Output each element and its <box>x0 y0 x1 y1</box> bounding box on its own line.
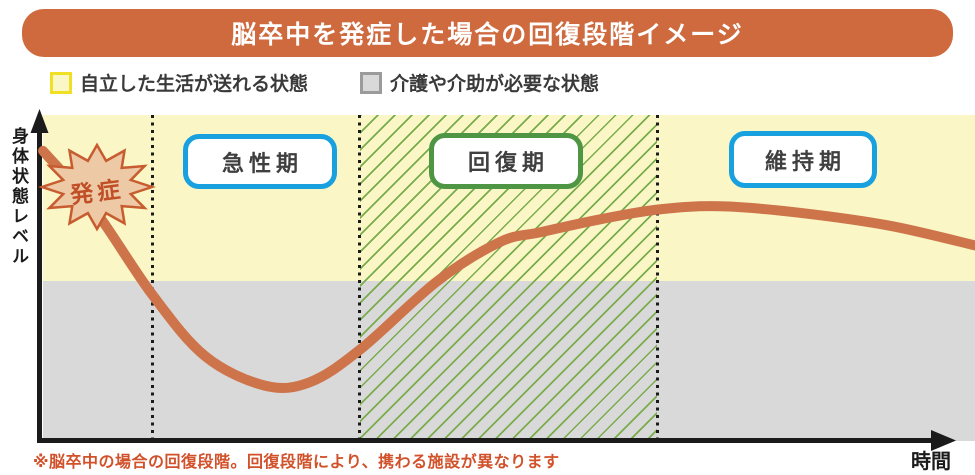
phase-divider-2 <box>358 115 362 441</box>
independent-swatch-icon <box>50 71 72 94</box>
phase-label-recovery: 回復期 <box>467 150 549 175</box>
legend-label-care: 介護や介助が必要な状態 <box>390 74 600 95</box>
phase-box-recovery: 回復期 <box>429 133 583 189</box>
legend-item-care: 介護や介助が必要な状態 <box>360 69 599 96</box>
page-title: 脳卒中を発症した場合の回復段階イメージ <box>231 21 744 49</box>
phase-box-maintain: 維持期 <box>729 131 877 188</box>
phase-label-maintain: 維持期 <box>764 148 846 174</box>
footnote: ※脳卒中の場合の回復段階。回復段階により、携わる施設が異なります <box>33 454 560 471</box>
title-banner: 脳卒中を発症した場合の回復段階イメージ <box>22 9 953 57</box>
legend-label-independent: 自立した生活が送れる状態 <box>80 74 309 95</box>
phase-box-acute: 急性期 <box>183 134 337 189</box>
phase-divider-3 <box>655 115 659 441</box>
legend-item-independent: 自立した生活が送れる状態 <box>50 69 308 96</box>
phase-divider-1 <box>151 115 155 441</box>
phase-label-acute: 急性期 <box>221 150 303 176</box>
x-axis-label: 時間 <box>911 451 951 473</box>
care-swatch-icon <box>360 71 382 94</box>
y-axis-label: 身体状態レベル <box>9 127 28 267</box>
